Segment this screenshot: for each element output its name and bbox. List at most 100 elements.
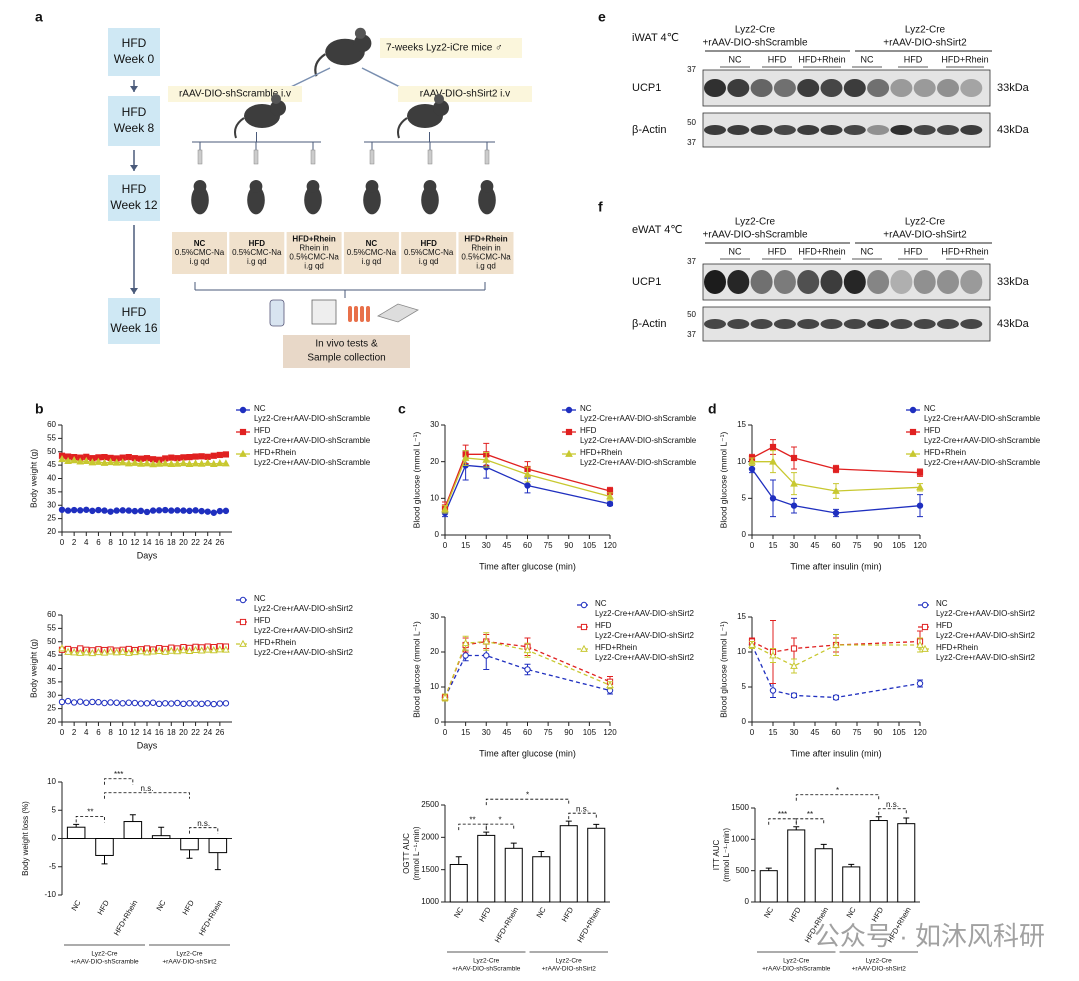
legend-label: Lyz2-Cre+rAAV-DIO-shSirt2 (595, 631, 694, 640)
y-tick-label: 45 (47, 460, 56, 469)
mouse-head (423, 179, 437, 193)
data-point (483, 652, 490, 659)
legend-label: Lyz2-Cre+rAAV-DIO-shSirt2 (595, 609, 694, 618)
x-tick-label: 6 (96, 538, 101, 547)
data-point (209, 459, 218, 467)
x-tick-label: HFD+Rhein (197, 898, 224, 937)
data-point (606, 492, 614, 500)
group-label: +rAAV-DIO-shScramble (452, 966, 521, 973)
data-point (524, 666, 531, 673)
data-point (748, 640, 756, 648)
blot-band (960, 270, 983, 294)
bar (208, 838, 228, 854)
group-label: Lyz2-Cre (473, 958, 500, 965)
y-tick-label: 35 (47, 677, 56, 686)
blot-band (867, 270, 890, 294)
marker-label: 37 (687, 257, 696, 266)
y-tick-label: 1500 (421, 865, 439, 874)
mouse-icon (304, 179, 322, 215)
data-point (179, 458, 188, 467)
blot-band (843, 79, 866, 97)
data-point (174, 699, 181, 707)
x-tick-label: 105 (892, 728, 906, 737)
legend-label: Lyz2-Cre+rAAV-DIO-shSirt2 (254, 604, 353, 613)
x-tick-label: 8 (108, 728, 113, 737)
legend-label: Lyz2-Cre+rAAV-DIO-shScramble (580, 458, 697, 467)
injection-label: rAAV-DIO-shScramble i.v (179, 89, 291, 100)
legend-marker (580, 644, 588, 652)
data-point (161, 647, 170, 655)
data-point (790, 692, 798, 699)
y-tick-label: 0 (742, 530, 747, 539)
data-point (441, 693, 449, 701)
x-tick-label: 14 (143, 728, 152, 737)
data-point (124, 459, 133, 467)
group-box (343, 232, 399, 274)
mouse-ear (354, 27, 366, 39)
data-point (216, 458, 224, 467)
data-point (198, 507, 205, 515)
data-point (916, 502, 924, 509)
week-label: HFD (122, 182, 147, 196)
x-tick-label: NC (452, 905, 466, 919)
data-point (137, 459, 145, 467)
x-tick-label: 75 (544, 541, 553, 550)
x-tick-label: 120 (603, 541, 617, 550)
mouse-tail (234, 117, 245, 139)
mouse-body (363, 185, 381, 215)
lane-label: HFD+Rhein (798, 246, 845, 256)
x-tick-label: 60 (832, 541, 841, 550)
y-tick-label: 30 (47, 690, 56, 699)
y-tick-label: 10 (430, 682, 439, 691)
blot-band (704, 270, 726, 294)
protein-label: β-Actin (632, 318, 666, 330)
data-point (83, 506, 90, 513)
legend-marker (239, 428, 247, 436)
x-tick-label: 18 (167, 538, 176, 547)
legend-label: Lyz2-Cre+rAAV-DIO-shSirt2 (595, 653, 694, 662)
x-tick-label: NC (69, 898, 83, 912)
data-point (83, 699, 90, 706)
data-point (76, 457, 85, 465)
lane-label: HFD (768, 54, 787, 64)
mouse-ear (434, 94, 444, 104)
x-tick-label: 0 (443, 541, 448, 550)
x-tick-label: 15 (461, 728, 470, 737)
x-tick-label: NC (762, 905, 776, 919)
error-bar (793, 826, 800, 830)
protein-label: β-Actin (632, 124, 666, 136)
significance-label: n.s. (576, 804, 589, 813)
data-point (482, 637, 491, 645)
x-tick-label: 10 (118, 538, 127, 547)
lane-label: NC (861, 54, 874, 64)
data-point (748, 457, 756, 465)
x-tick-label: 22 (191, 728, 200, 737)
legend-label: NC (595, 599, 607, 608)
data-point (149, 699, 157, 706)
legend-label: Lyz2-Cre+rAAV-DIO-shScramble (254, 414, 371, 423)
legend-label: Lyz2-Cre+rAAV-DIO-shScramble (924, 458, 1041, 467)
mouse-icon (247, 179, 265, 215)
group-label: 0.5%CMC-Na (461, 253, 511, 262)
legend-label: Lyz2-Cre+rAAV-DIO-shSirt2 (254, 648, 353, 657)
legend-label: Lyz2-Cre+rAAV-DIO-shScramble (924, 436, 1041, 445)
legend-label: NC (924, 404, 936, 413)
bar (504, 847, 523, 903)
bar (151, 835, 171, 839)
error-bar (483, 831, 490, 836)
data-point (119, 700, 126, 707)
data-point (131, 647, 139, 656)
data-point (186, 454, 193, 461)
y-tick-label: 0 (745, 897, 750, 906)
y-tick-label: 25 (47, 704, 56, 713)
lane-label: HFD+Rhein (798, 54, 845, 64)
data-point (769, 687, 777, 694)
plate-icon (377, 303, 419, 323)
data-point (106, 457, 115, 466)
y-tick-label: -5 (49, 862, 57, 871)
legend-label: HFD+Rhein (254, 448, 296, 457)
y-axis-label: Blood glucose (mmol L⁻¹) (411, 621, 421, 718)
data-point (149, 460, 157, 468)
data-point (204, 700, 211, 707)
